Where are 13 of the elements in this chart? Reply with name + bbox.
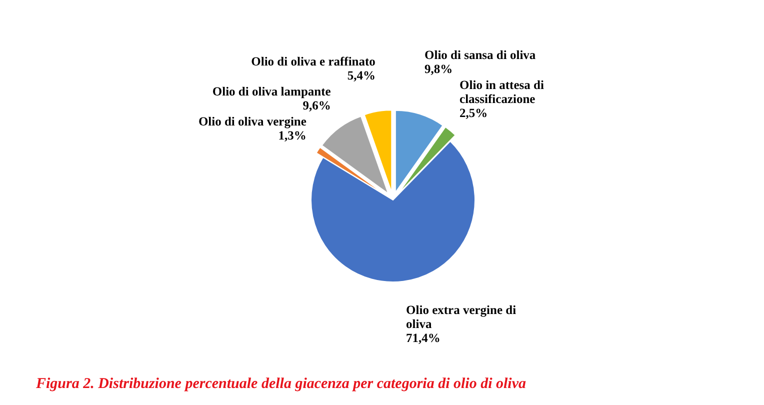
text: Figura 2. Distribuzione percentuale della giacenza per categoria di olio di oliva bbox=[35, 376, 526, 392]
slice-label: Olio di oliva e raffinato bbox=[251, 54, 376, 68]
data-label: 2,5% bbox=[460, 106, 488, 120]
data-label: 1,3% bbox=[278, 128, 306, 142]
data-label: 5,4% bbox=[347, 68, 376, 82]
slice-label: Olio di oliva vergine bbox=[198, 114, 307, 128]
data-label: 71,4% bbox=[406, 331, 440, 346]
slice-label: Olio in attesa di classificazione bbox=[460, 78, 544, 106]
data-label: 9,8% bbox=[424, 62, 453, 76]
slice-label: Olio di oliva lampante bbox=[212, 84, 332, 98]
slice-label: Olio extra vergine di oliva bbox=[406, 303, 517, 332]
data-label: 9,6% bbox=[302, 98, 331, 112]
slice-label: Olio di sansa di oliva bbox=[424, 48, 536, 62]
